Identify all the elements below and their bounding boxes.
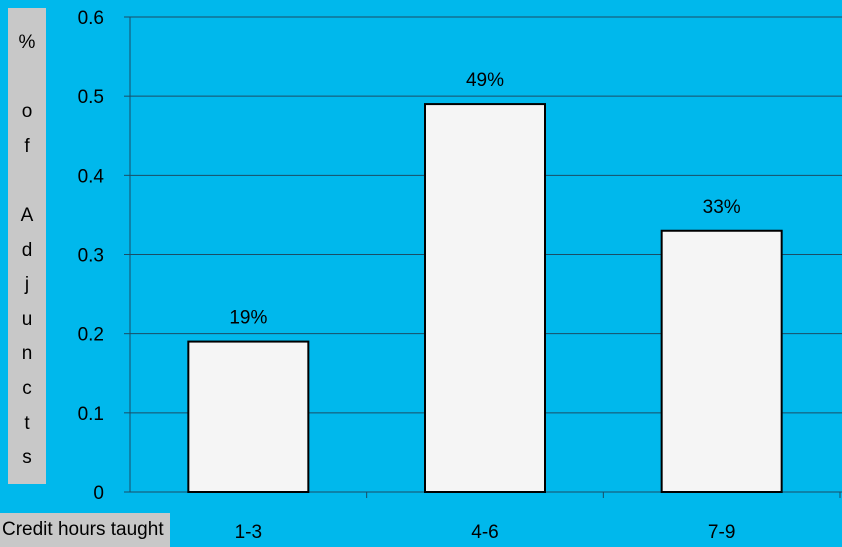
y-tick-label: 0.4 xyxy=(78,166,105,187)
y-tick-label: 0.1 xyxy=(78,404,104,425)
bar xyxy=(660,229,783,493)
y-axis-label-char: o xyxy=(21,101,33,123)
x-tick-label: 4-6 xyxy=(471,522,498,543)
bar xyxy=(424,103,546,493)
x-tick-label: 7-9 xyxy=(708,522,735,543)
bar xyxy=(187,340,310,494)
y-axis-label-char: f xyxy=(24,135,30,157)
y-tick-label: 0.3 xyxy=(78,246,104,267)
data-label: 49% xyxy=(466,70,504,91)
y-axis-label-char: n xyxy=(21,343,33,365)
y-axis-label-char: d xyxy=(21,239,33,261)
y-axis-label-char: t xyxy=(24,412,30,434)
y-axis-label-char: % xyxy=(18,32,36,53)
y-tick-label: 0.5 xyxy=(78,87,104,108)
y-tick-label: 0.6 xyxy=(78,8,104,29)
x-axis-label: Credit hours taught xyxy=(0,513,170,547)
y-axis-label-char: j xyxy=(24,274,30,296)
y-axis-label-char: u xyxy=(21,308,33,330)
x-tick-label: 1-3 xyxy=(235,522,262,543)
y-tick-label: 0.2 xyxy=(78,325,104,346)
y-axis-label-char: s xyxy=(22,447,32,469)
y-tick-label: 0 xyxy=(93,483,104,504)
y-axis-label-char: c xyxy=(22,378,32,399)
data-label: 33% xyxy=(703,197,741,218)
data-label: 19% xyxy=(229,308,267,329)
y-axis-label-char: A xyxy=(20,205,34,226)
